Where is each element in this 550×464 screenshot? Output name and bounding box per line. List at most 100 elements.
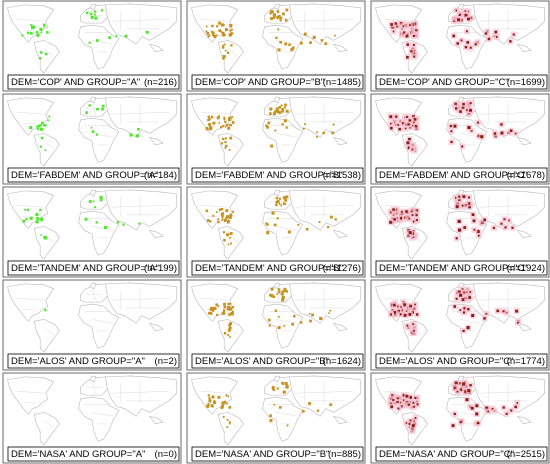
point [514,132,517,135]
point [500,123,503,126]
point [512,33,515,36]
point [467,17,470,21]
point [462,329,465,333]
point [85,111,88,114]
point [88,41,91,44]
point [48,115,51,118]
point [40,136,44,140]
point [95,39,99,42]
point [231,32,234,35]
point [88,200,92,203]
point [39,51,43,54]
point [277,290,281,294]
point [222,31,225,35]
point [408,119,412,123]
point [327,225,330,229]
point [301,409,305,413]
map-panel: DEM='NASA' AND GROUP="A" (n=0) [2,372,182,464]
point [487,410,490,413]
point [208,397,211,400]
point [217,218,220,221]
point [414,396,417,399]
map-panel: DEM='FABDEM' AND GROUP="B"(n=1538) [186,93,366,185]
point [115,35,118,38]
point [286,424,289,427]
point [502,310,505,313]
point [221,215,224,218]
caption-box [7,446,180,462]
point [39,27,43,31]
point [493,132,497,135]
point [224,144,228,148]
point [285,109,289,113]
point [495,36,498,38]
point [404,127,407,130]
point [32,25,36,29]
point [285,126,288,129]
point [274,129,277,132]
point [407,137,411,141]
point [99,198,103,202]
point [462,311,466,314]
point [397,397,400,400]
point [516,322,519,324]
point [281,108,284,111]
point [210,115,214,119]
caption-box [7,353,180,369]
point [229,231,233,235]
point [496,309,500,313]
point [410,210,413,213]
point [269,419,273,423]
point [227,219,231,223]
point [220,31,223,34]
point [285,385,289,389]
point [232,122,235,125]
point [285,195,289,199]
point [213,399,216,402]
point [284,202,287,205]
point [392,30,395,33]
point [414,29,418,32]
point [278,111,282,115]
point [284,196,287,199]
point [406,55,409,59]
point [299,321,303,324]
point [463,307,466,310]
point [412,43,415,46]
point [412,323,414,325]
point [505,412,508,415]
point [285,290,289,293]
point [408,395,412,399]
point [275,107,279,111]
point [222,415,225,418]
map-panel: DEM='COP' AND GROUP="B"(n=1485) [186,0,366,92]
point [450,130,453,133]
point [284,18,288,22]
point [224,125,227,128]
point [44,52,48,56]
point [205,209,209,213]
point [222,57,225,60]
point [287,230,291,234]
point [415,213,418,217]
map-panel: DEM='ALOS' AND GROUP="C"(n=1774) [370,279,550,371]
sample-count: (n=1538) [323,170,361,181]
point [270,287,274,291]
point [44,308,47,312]
point [26,208,30,211]
point [461,288,464,291]
map-panel: DEM='COP' AND GROUP="A" (n=216) [2,0,182,92]
point [222,309,226,312]
point [395,399,399,403]
point [406,43,410,46]
point [329,403,333,407]
point [135,134,139,138]
point [291,322,295,326]
point [283,287,287,291]
point [282,202,286,205]
point [413,329,415,332]
point [390,126,393,130]
point [277,48,281,52]
point [270,17,273,21]
